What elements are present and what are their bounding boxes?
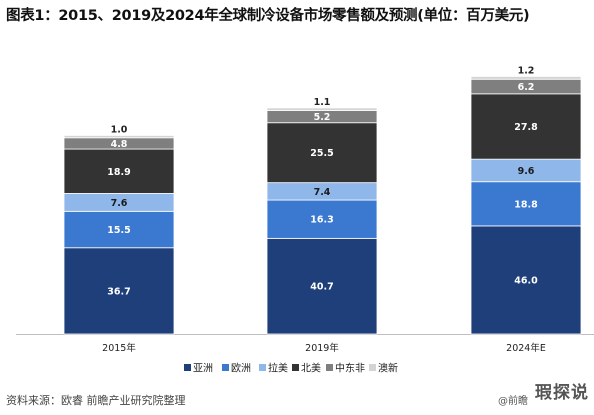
legend-swatch-4	[326, 364, 333, 371]
data-label-0-5: 1.0	[111, 124, 128, 135]
data-label-0-0: 36.7	[107, 286, 130, 297]
data-label-2-4: 6.2	[518, 82, 535, 93]
legend-swatch-3	[292, 364, 299, 371]
legend-label-4: 中东非	[335, 362, 365, 375]
legend-swatch-1	[222, 364, 229, 371]
legend-label-0: 亚洲	[193, 363, 213, 375]
credit-text: @前瞻	[498, 396, 528, 407]
legend-label-5: 澳新	[378, 362, 398, 375]
data-label-2-3: 27.8	[514, 122, 538, 133]
legend-label-1: 欧洲	[231, 363, 251, 375]
chart-title: 图表1：2015、2019及2024年全球制冷设备市场零售额及预测(单位：百万美…	[6, 8, 530, 24]
stacked-bar-chart: 36.7 15.5 7.6 18.9 4.8 1.0 2015年 40.7 16.3 7.4 25.…	[16, 65, 594, 375]
bar-segment-0-0	[63, 247, 175, 335]
data-label-1-2: 7.4	[314, 187, 331, 198]
bar-segment-1-1	[266, 199, 378, 239]
source-note: 资料来源：欧睿 前瞻产业研究院整理	[6, 394, 186, 407]
bar-segment-1-0	[266, 237, 378, 335]
data-label-2-5: 1.2	[518, 65, 535, 76]
data-label-0-1: 15.5	[107, 225, 130, 236]
legend-label-3: 北美	[301, 362, 321, 375]
data-label-2-2: 9.6	[518, 166, 535, 177]
bar-segment-1-3	[266, 122, 378, 184]
watermark-stamp: 瑕探说	[535, 383, 589, 403]
legend-swatch-2	[259, 364, 266, 371]
bar-segment-0-3	[63, 148, 175, 194]
bar-segment-2-5	[470, 76, 582, 80]
bar-segment-2-0	[470, 225, 582, 335]
data-label-1-4: 5.2	[314, 112, 331, 123]
bar-segment-2-3	[470, 93, 582, 160]
data-label-0-2: 7.6	[111, 198, 128, 209]
data-label-1-1: 16.3	[310, 215, 333, 226]
legend-swatch-5	[369, 364, 376, 371]
data-label-0-3: 18.9	[107, 167, 130, 178]
data-label-0-4: 4.8	[111, 139, 128, 150]
data-label-1-5: 1.1	[314, 97, 331, 108]
category-label-1: 2019年	[305, 342, 339, 354]
data-label-2-1: 18.8	[514, 199, 538, 210]
bar-segment-1-5	[266, 107, 378, 111]
bar-segment-0-5	[63, 135, 175, 139]
category-label-0: 2015年	[102, 342, 136, 354]
bar-segment-0-1	[63, 210, 175, 249]
bar-segment-2-1	[470, 181, 582, 227]
data-label-2-0: 46.0	[514, 275, 538, 286]
data-label-1-3: 25.5	[310, 148, 333, 159]
category-label-2: 2024年E	[506, 342, 546, 354]
legend-swatch-0	[184, 364, 191, 371]
legend-label-2: 拉美	[268, 362, 288, 375]
data-label-1-0: 40.7	[310, 282, 333, 293]
